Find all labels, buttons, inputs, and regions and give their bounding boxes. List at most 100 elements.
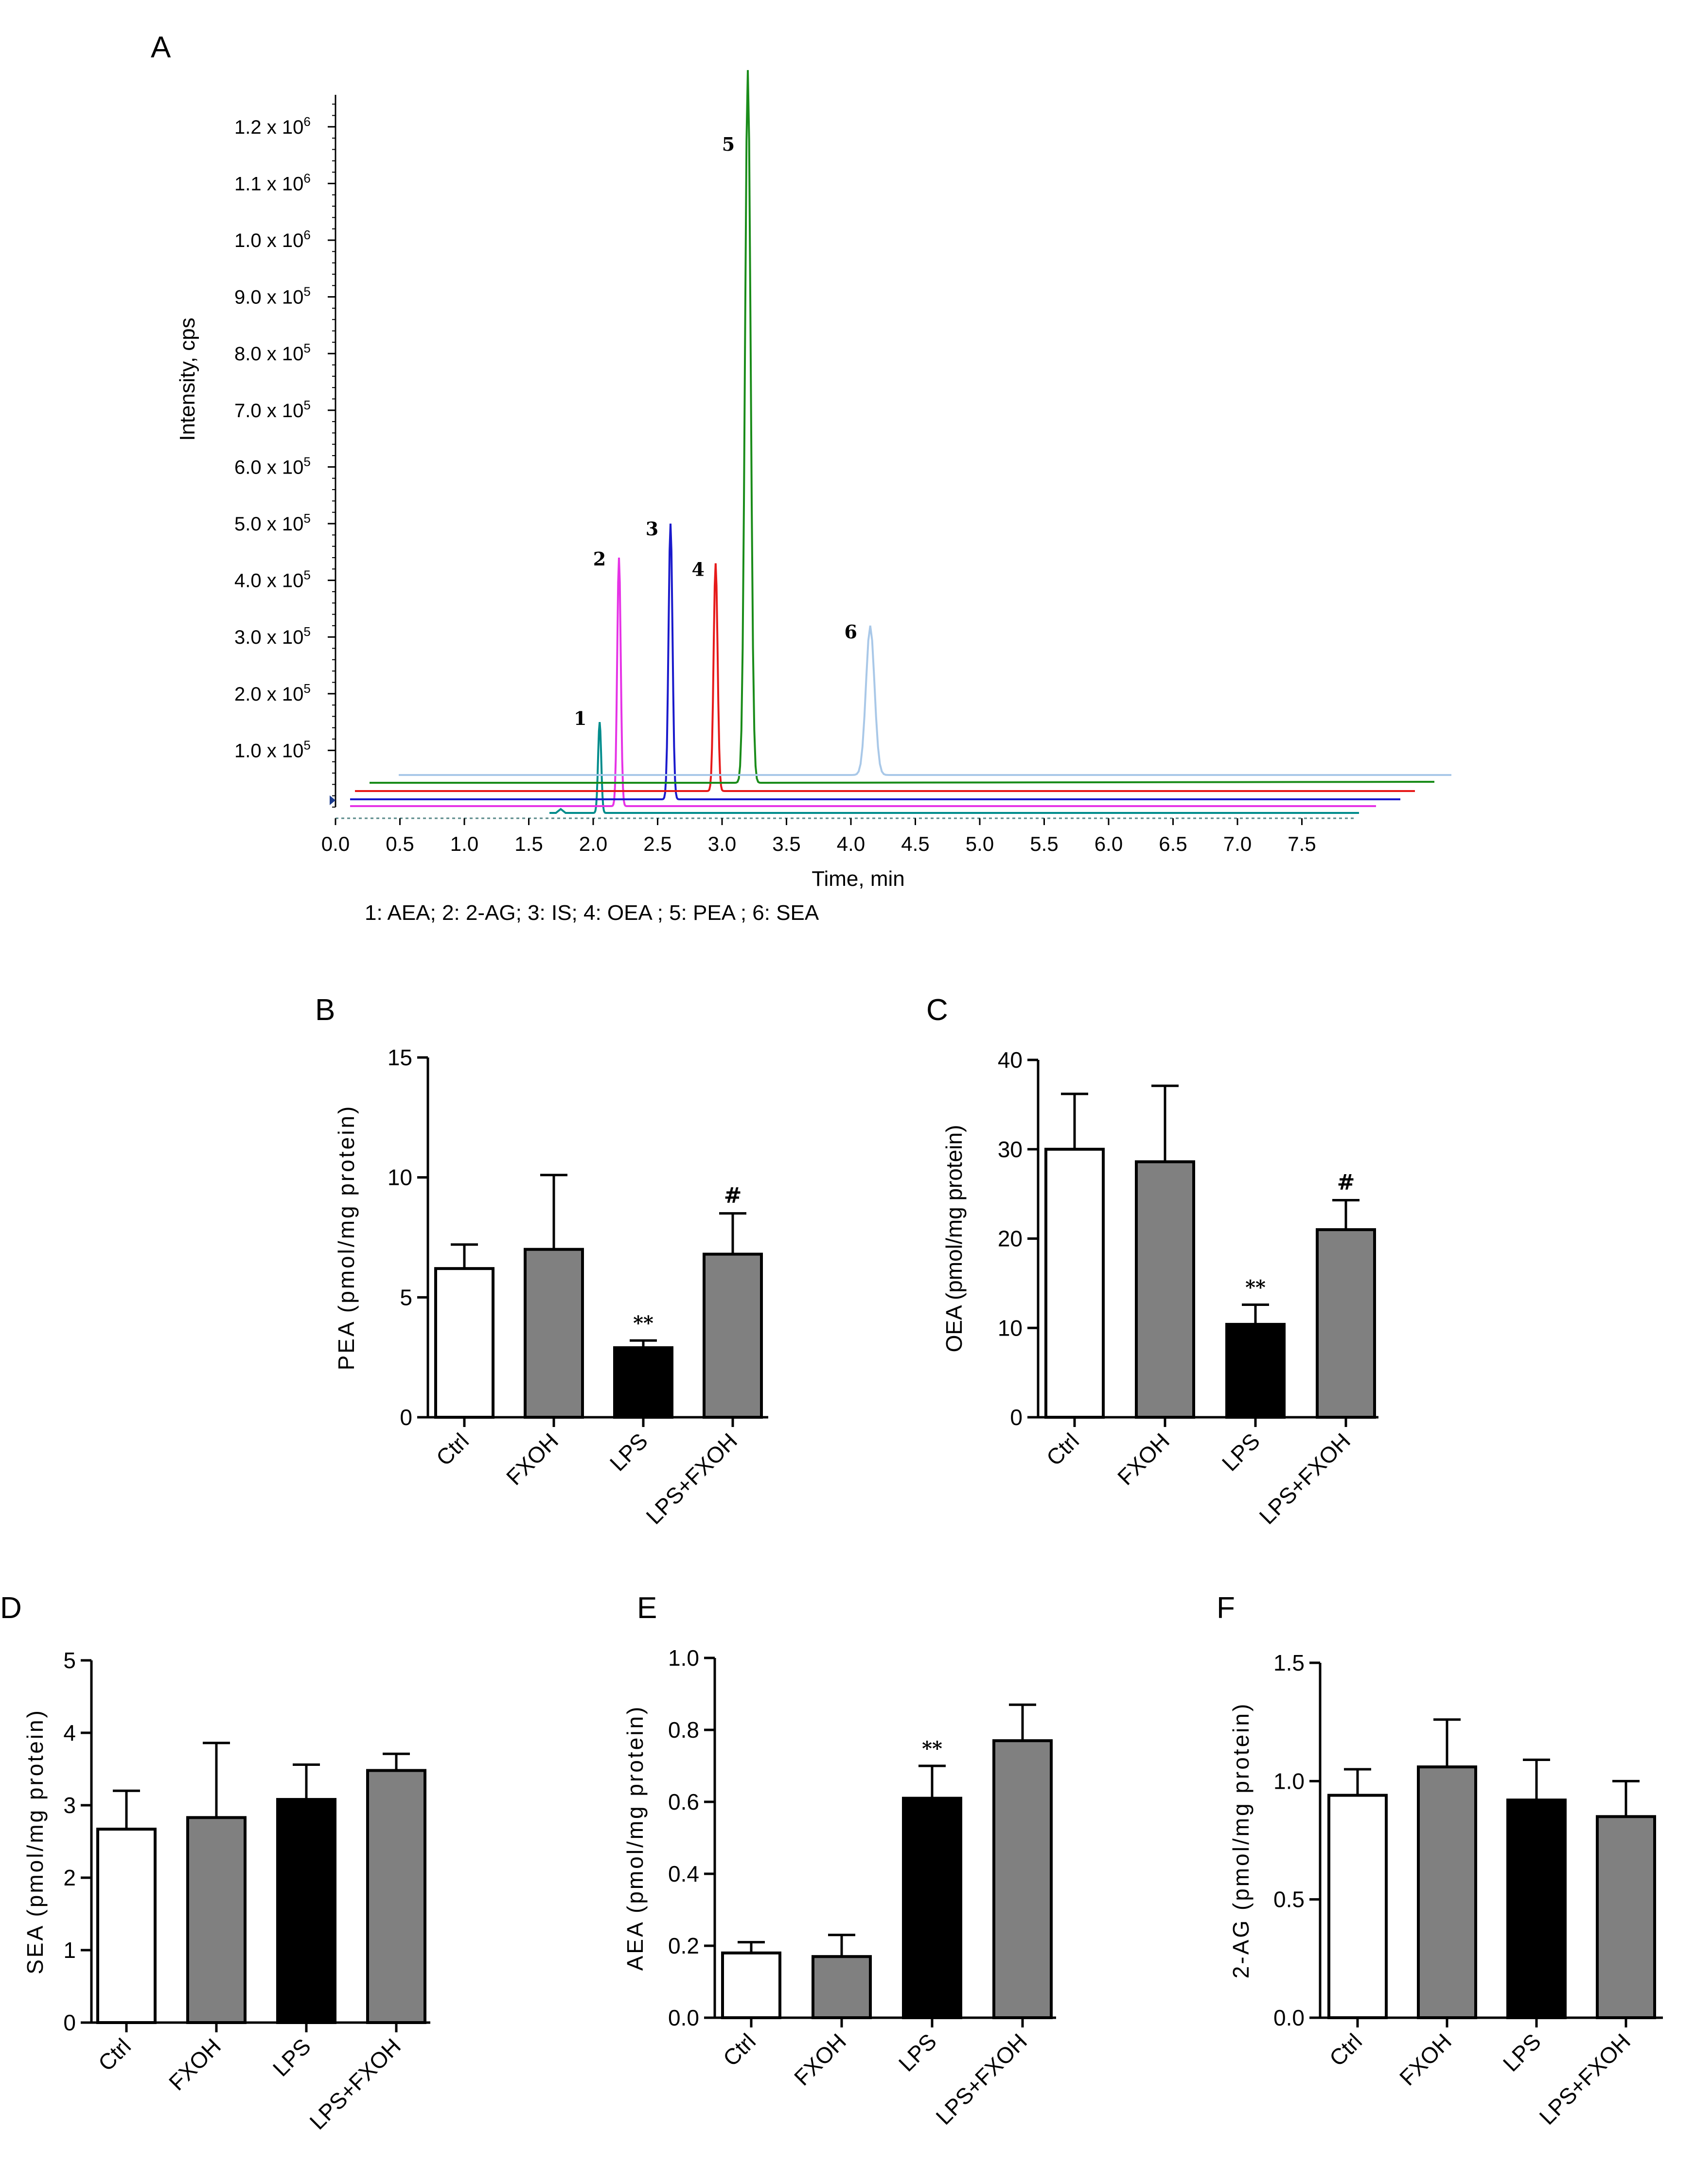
chromatogram-trace-6 <box>399 625 1451 776</box>
tick-exponent: 6 <box>303 114 310 129</box>
chromatogram-peak-label-5: 5 <box>722 133 735 155</box>
chromatogram-trace-4 <box>355 563 1415 792</box>
bar-lps <box>902 1797 962 2020</box>
panel-label: B <box>315 993 335 1027</box>
bar-lps-fxoh <box>992 1739 1053 2019</box>
chromatogram-x-axis-label: Time, min <box>812 867 905 891</box>
panel-label: F <box>1217 1591 1235 1625</box>
y-tick-label: 5 <box>63 1648 76 1673</box>
bar-ctrl <box>721 1951 781 2020</box>
chromatogram-peak-label-6: 6 <box>845 621 857 643</box>
y-tick-label: 10 <box>998 1315 1023 1340</box>
y-axis-label: OEA (pmol/mg protein) <box>941 1125 967 1353</box>
tick-mantissa: 1.0 x 10 <box>234 740 303 761</box>
tick-exponent: 5 <box>303 568 310 582</box>
y-tick-label: 0.0 <box>1273 2005 1305 2030</box>
chromatogram-x-tick-label: 4.5 <box>901 832 929 855</box>
chromatogram-y-tick-label: 5.0 x 105 <box>234 511 311 535</box>
bar-ctrl <box>434 1267 494 1419</box>
chromatogram-y-tick-label: 2.0 x 105 <box>234 681 311 705</box>
chromatogram-x-tick-label: 3.5 <box>772 832 800 855</box>
tick-mantissa: 1.2 x 10 <box>234 117 303 138</box>
significance-marker: ** <box>633 1312 653 1335</box>
y-tick-label: 30 <box>998 1137 1023 1162</box>
y-tick-label: 10 <box>388 1165 412 1190</box>
chromatogram-y-tick-label: 1.2 x 106 <box>234 114 311 138</box>
tick-mantissa: 1.0 x 10 <box>234 230 303 251</box>
y-tick-label: 1.0 <box>668 1645 699 1671</box>
tick-exponent: 5 <box>303 341 310 355</box>
bar-lps-fxoh <box>703 1252 763 1419</box>
chromatogram-peak-label-1: 1 <box>574 707 586 729</box>
tick-mantissa: 8.0 x 10 <box>234 343 303 365</box>
chromatogram-peak-legend: 1: AEA; 2: 2-AG; 3: IS; 4: OEA ; 5: PEA … <box>365 901 819 925</box>
y-axis-label: PEA (pmol/mg protein) <box>334 1105 359 1371</box>
chromatogram-origin-marker <box>330 795 335 805</box>
y-tick-label: 1.5 <box>1273 1650 1305 1675</box>
tick-mantissa: 7.0 x 10 <box>234 400 303 422</box>
chromatogram-y-tick-label: 9.0 x 105 <box>234 284 311 308</box>
chromatogram-traces: 1 2 3 4 5 6 <box>350 70 1451 814</box>
chromatogram-trace-5 <box>370 70 1435 784</box>
bar-lps-fxoh <box>1316 1228 1376 1419</box>
y-tick-label: 2 <box>63 1865 76 1890</box>
bar-lps <box>1225 1322 1286 1419</box>
y-tick-label: 1.0 <box>1273 1768 1305 1794</box>
chromatogram-x-tick-label: 1.5 <box>514 832 543 855</box>
chromatogram-x-axis: 0.0 0.5 1.0 1.5 2.0 2.5 3.0 3.5 4.0 4.5 5.0 5.5 6.0 6… <box>321 817 1357 855</box>
y-tick-label: 0 <box>1010 1405 1023 1430</box>
panel-label: C <box>926 993 948 1027</box>
chromatogram-x-tick-label: 6.0 <box>1095 832 1123 855</box>
y-tick-label: 0 <box>63 2010 76 2035</box>
bar-lps-fxoh <box>1596 1815 1656 2019</box>
chromatogram-y-tick-label: 6.0 x 105 <box>234 454 311 478</box>
y-axis-label: AEA (pmol/mg protein) <box>622 1705 648 1971</box>
tick-mantissa: 2.0 x 10 <box>234 684 303 705</box>
chromatogram-y-tick-label: 8.0 x 105 <box>234 341 311 365</box>
chromatogram-y-tick-label: 1.0 x 105 <box>234 738 311 761</box>
chromatogram-x-tick-label: 2.0 <box>579 832 607 855</box>
bar-lps <box>1506 1798 1567 2019</box>
chromatogram-y-tick-label: 7.0 x 105 <box>234 398 311 422</box>
bar-lps <box>276 1798 336 2025</box>
chromatogram-x-tick-label: 1.0 <box>450 832 478 855</box>
y-tick-label: 0.6 <box>668 1789 699 1814</box>
chromatogram-y-axis-label: Intensity, cps <box>176 317 199 441</box>
y-axis-label: SEA (pmol/mg protein) <box>22 1708 48 1974</box>
bar-ctrl <box>96 1828 157 2024</box>
tick-mantissa: 6.0 x 10 <box>234 457 303 478</box>
chromatogram-x-tick-label: 5.0 <box>966 832 994 855</box>
bar-fxoh <box>186 1816 247 2025</box>
chromatogram-x-tick-label: 4.0 <box>837 832 865 855</box>
y-tick-label: 0.0 <box>668 2005 699 2030</box>
tick-exponent: 5 <box>303 738 310 752</box>
chromatogram-y-tick-label: 4.0 x 105 <box>234 568 311 592</box>
significance-marker: # <box>724 1183 742 1208</box>
y-tick-label: 0.4 <box>668 1861 699 1886</box>
tick-exponent: 6 <box>303 171 310 185</box>
tick-mantissa: 1.1 x 10 <box>234 173 303 194</box>
chromatogram-peak-label-4: 4 <box>692 559 705 581</box>
chromatogram-peak-label-2: 2 <box>593 548 606 570</box>
chromatogram-y-tick-label: 3.0 x 105 <box>234 624 311 648</box>
y-tick-label: 4 <box>63 1720 76 1745</box>
bar-lps-fxoh <box>366 1769 426 2024</box>
bar-fxoh <box>524 1248 584 1419</box>
panel-label: D <box>0 1591 22 1625</box>
significance-marker: ** <box>922 1737 942 1760</box>
y-tick-label: 40 <box>998 1047 1023 1073</box>
y-tick-label: 0.5 <box>1273 1887 1305 1912</box>
chromatogram-x-tick-label: 0.5 <box>386 832 414 855</box>
bar-ctrl <box>1327 1794 1388 2020</box>
tick-exponent: 5 <box>303 454 310 469</box>
chromatogram-y-tick-label: 1.0 x 106 <box>234 228 311 251</box>
chromatogram-x-tick-label: 6.5 <box>1159 832 1187 855</box>
tick-exponent: 5 <box>303 681 310 696</box>
bar-lps <box>613 1346 673 1419</box>
chromatogram-trace-3 <box>350 523 1400 800</box>
chromatogram-y-tick-label: 1.1 x 106 <box>234 171 311 194</box>
